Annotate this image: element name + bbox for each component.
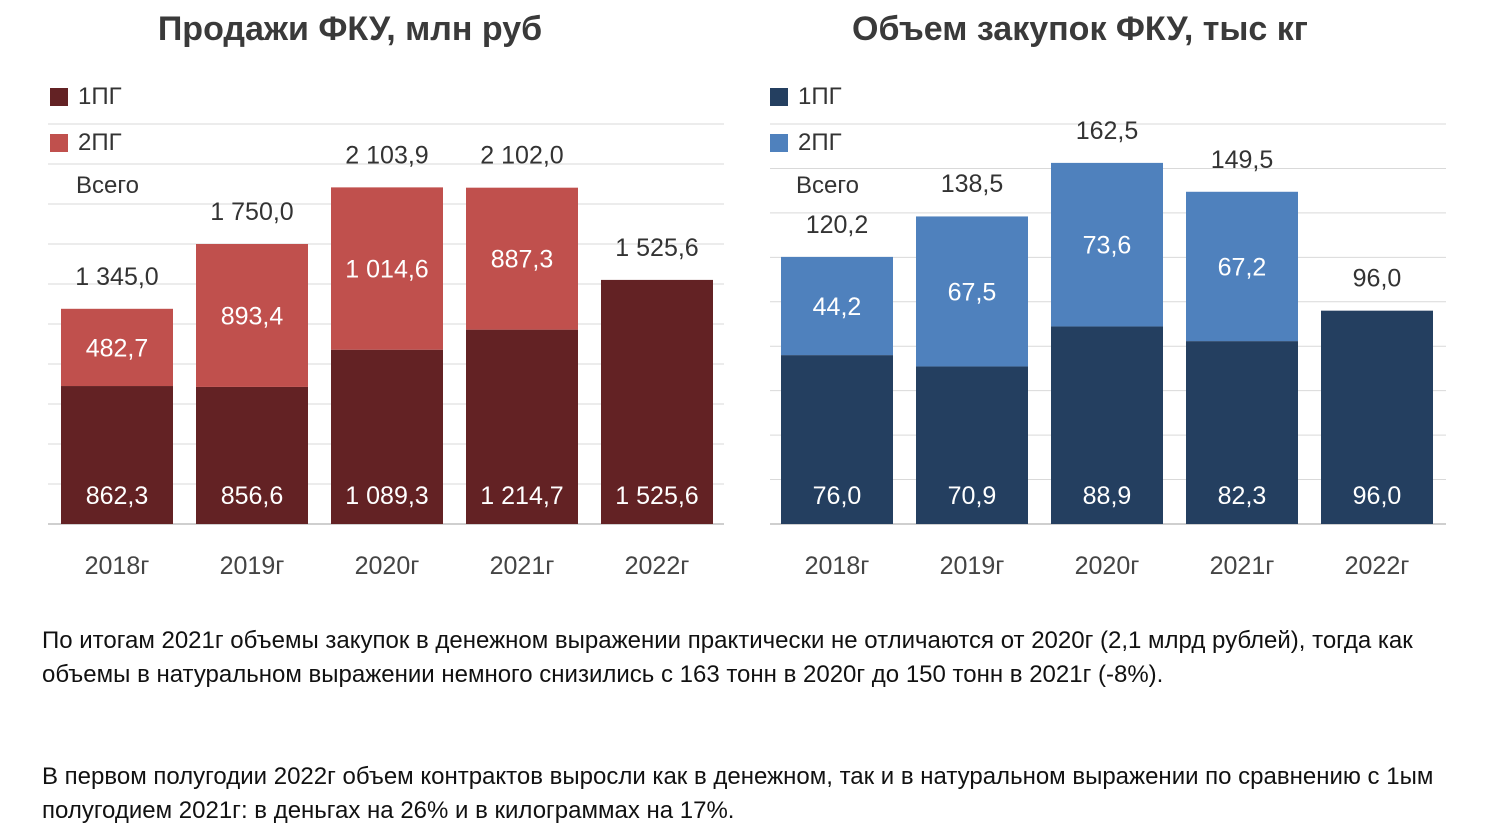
bar-2pg [781, 256, 893, 356]
legend-swatch [770, 88, 788, 106]
bar-1pg [601, 279, 713, 524]
data-label-2pg: 44,2 [813, 293, 862, 321]
chart-title: Продажи ФКУ, млн руб [157, 10, 543, 48]
bar-2pg [916, 216, 1028, 367]
x-tick-label: 2021г [1210, 552, 1275, 580]
x-tick-label: 2022г [1345, 552, 1410, 580]
data-label-total: 2 102,0 [480, 142, 563, 170]
legend-swatch [770, 134, 788, 152]
data-label-1pg: 1 525,6 [615, 482, 698, 510]
legend-swatch [50, 88, 68, 106]
data-label-1pg: 96,0 [1353, 482, 1402, 510]
bar-1pg [331, 349, 443, 524]
volume-chart: Объем закупок ФКУ, тыс кг 1ПГ 2ПГ Всего … [740, 0, 1492, 600]
legend-item-2pg: 2ПГ [50, 120, 122, 166]
bar-1pg [1051, 326, 1163, 524]
bar-1pg [61, 386, 173, 524]
data-label-1pg: 1 089,3 [345, 482, 428, 510]
legend-label: 1ПГ [78, 83, 122, 110]
data-label-1pg: 1 214,7 [480, 482, 563, 510]
sales-chart-plot: 482,7 862,3 1 345,0 2018г 893,4 856,6 1 750,0 2… [48, 123, 724, 580]
bar-2pg [331, 187, 443, 350]
x-tick-label: 2020г [355, 552, 420, 580]
bar-1pg [916, 366, 1028, 524]
data-label-1pg: 82,3 [1218, 482, 1267, 510]
x-tick-label: 2022г [625, 552, 690, 580]
data-label-1pg: 76,0 [813, 482, 862, 510]
legend-total-label: Всего [76, 172, 139, 199]
data-label-1pg: 88,9 [1083, 482, 1132, 510]
data-label-2pg: 67,5 [948, 278, 997, 306]
data-label-1pg: 862,3 [86, 482, 149, 510]
bar-1pg [466, 329, 578, 524]
data-label-1pg: 856,6 [221, 482, 284, 510]
data-label-total: 138,5 [941, 170, 1004, 198]
legend-swatch [50, 134, 68, 152]
bar-2pg [466, 187, 578, 330]
data-label-2pg: 1 014,6 [345, 256, 428, 284]
legend-total-label: Всего [796, 172, 859, 199]
legend-label: 2ПГ [798, 129, 842, 156]
x-tick-label: 2019г [940, 552, 1005, 580]
data-label-total: 1 525,6 [615, 234, 698, 262]
chart-legend: 1ПГ 2ПГ [770, 74, 842, 166]
x-tick-label: 2020г [1075, 552, 1140, 580]
bar-2pg [196, 244, 308, 387]
legend-label: 1ПГ [798, 83, 842, 110]
summary-paragraph-2: В первом полугодии 2022г объем контракто… [42, 763, 1434, 824]
data-label-total: 149,5 [1211, 146, 1274, 174]
x-tick-label: 2018г [805, 552, 870, 580]
x-tick-label: 2019г [220, 552, 285, 580]
chart-title: Объем закупок ФКУ, тыс кг [852, 10, 1308, 48]
data-label-total: 2 103,9 [345, 141, 428, 169]
x-tick-label: 2021г [490, 552, 555, 580]
data-label-total: 162,5 [1076, 117, 1139, 145]
bar-1pg [1186, 341, 1298, 524]
legend-item-2pg: 2ПГ [770, 120, 842, 166]
bar-1pg [1321, 310, 1433, 524]
sales-chart: Продажи ФКУ, млн руб 1ПГ 2ПГ Всего 482,7… [0, 0, 740, 600]
data-label-1pg: 70,9 [948, 482, 997, 510]
summary-paragraph-1: По итогам 2021г объемы закупок в денежно… [42, 627, 1413, 688]
data-label-total: 1 750,0 [210, 198, 293, 226]
data-label-2pg: 887,3 [491, 246, 554, 274]
chart-legend: 1ПГ 2ПГ [50, 74, 122, 166]
data-label-total: 120,2 [806, 211, 869, 239]
bar-1pg [196, 386, 308, 524]
data-label-2pg: 73,6 [1083, 232, 1132, 260]
x-tick-label: 2018г [85, 552, 150, 580]
bar-2pg [1186, 191, 1298, 342]
data-label-2pg: 893,4 [221, 302, 284, 330]
volume-chart-plot: 44,2 76,0 120,2 2018г 67,5 70,9 138,5 2019г 73,6… [770, 117, 1446, 580]
data-label-total: 1 345,0 [75, 263, 158, 291]
legend-label: 2ПГ [78, 129, 122, 156]
data-label-total: 96,0 [1353, 265, 1402, 293]
data-label-2pg: 482,7 [86, 334, 149, 362]
legend-item-1pg: 1ПГ [50, 74, 122, 120]
bar-1pg [781, 355, 893, 524]
data-label-2pg: 67,2 [1218, 253, 1267, 281]
bar-2pg [61, 308, 173, 387]
legend-item-1pg: 1ПГ [770, 74, 842, 120]
bar-2pg [1051, 162, 1163, 327]
